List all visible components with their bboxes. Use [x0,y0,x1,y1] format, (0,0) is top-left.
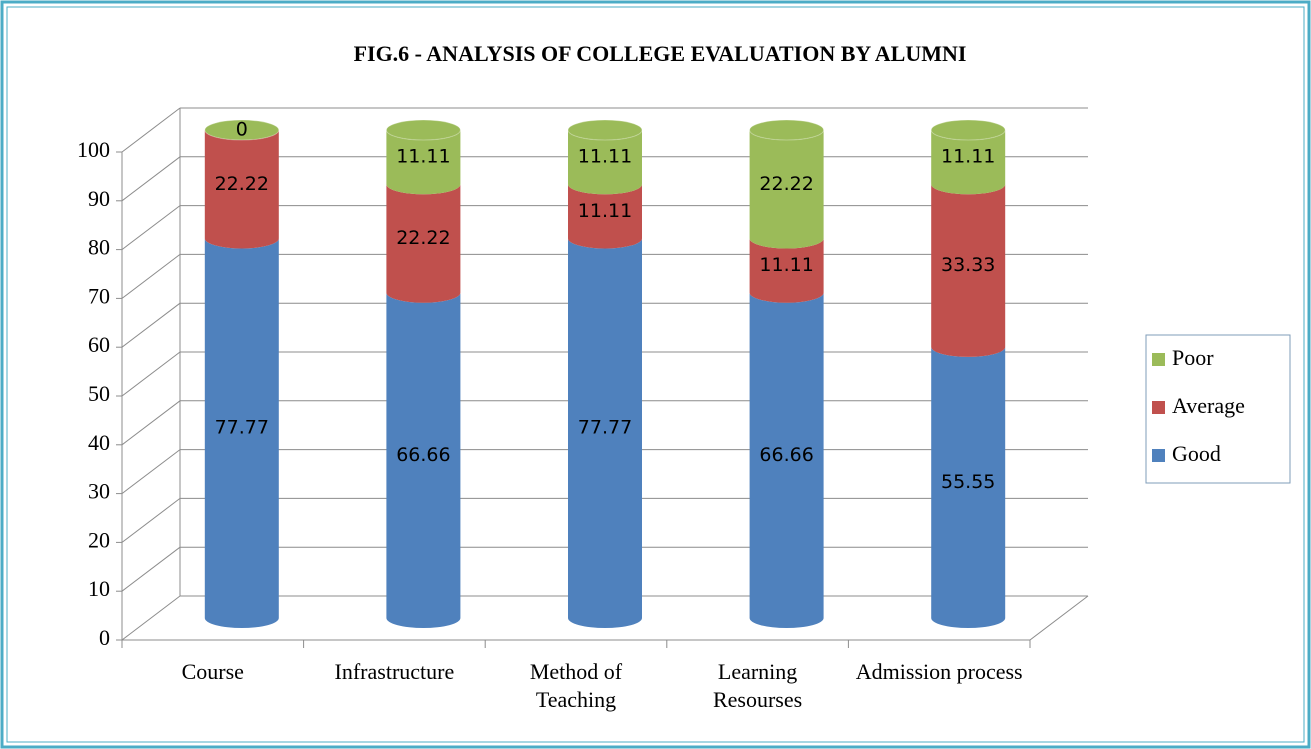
bar-segment [568,184,643,249]
data-label: 11.11 [396,146,450,168]
bar-segment [931,184,1006,357]
grid-line [121,546,181,592]
y-tick-label: 100 [77,137,110,162]
y-tick-label: 40 [88,430,110,455]
legend-label: Average [1172,393,1245,418]
x-tick-label: Course [181,659,244,684]
bar-segment [568,238,642,628]
legend-label: Poor [1172,345,1214,370]
x-tick-label: Infrastructure [334,659,455,684]
x-tick-label: Method of Teaching [529,659,623,712]
data-label: 22.22 [396,227,450,249]
grid-line [121,107,181,153]
bar-segment [204,130,279,249]
bar-segment [568,130,643,195]
chart-title: FIG.6 - ANALYSIS OF COLLEGE EVALUATION B… [354,41,967,66]
inner-border [6,6,1305,743]
grid-line [121,156,181,202]
floor-right [1029,595,1089,641]
bar-cap [385,119,461,141]
data-label: 66.66 [759,444,813,466]
bar-segment [386,292,461,628]
bar-segment [204,238,279,628]
grid-line [121,498,181,543]
y-tick-label: 0 [99,625,110,650]
y-tick-label: 50 [88,381,110,406]
bar-segment [749,130,824,249]
y-tick-label: 30 [88,479,110,504]
y-tick-label: 80 [88,235,110,260]
legend-box [1145,334,1291,484]
bar-segment [749,292,824,628]
bar-cap [567,119,643,141]
grid-line [121,302,181,348]
data-label: 22.22 [759,173,813,195]
grid-line [121,351,181,397]
data-label: 55.55 [941,471,995,493]
bar-cap [204,119,280,141]
bar-segment [749,238,824,303]
legend-swatch [1152,401,1165,414]
data-label: 11.11 [578,200,632,222]
legend-swatch [1152,449,1165,462]
data-label: 11.11 [941,146,995,168]
data-label: 0 [236,119,248,141]
y-tick-label: 70 [88,283,110,308]
data-label: 22.22 [215,173,269,195]
data-label: 11.11 [759,254,813,276]
bar-cap [930,119,1006,141]
data-label: 66.66 [396,444,450,466]
legend-swatch [1152,353,1165,366]
grid-line [121,595,181,641]
y-tick-label: 60 [88,332,110,357]
data-label: 77.77 [215,417,269,439]
bar-cap [749,119,825,141]
grid-line [121,254,181,299]
legend-label: Good [1172,441,1221,466]
x-tick-label: Admission process [855,659,1023,684]
y-tick-label: 20 [88,527,110,552]
data-label: 77.77 [578,417,632,439]
data-label: 33.33 [941,254,995,276]
bar-segment [931,130,1006,195]
bar-segment [931,346,1006,628]
y-tick-label: 90 [88,186,110,211]
grid-line [121,400,181,446]
bar-segment [386,184,461,303]
grid-line [121,205,181,250]
bar-segment [386,130,461,195]
data-label: 11.11 [578,146,632,168]
y-tick-label: 10 [88,576,110,601]
x-tick-label: Learning Resourses [712,659,803,712]
grid-line [121,449,181,494]
